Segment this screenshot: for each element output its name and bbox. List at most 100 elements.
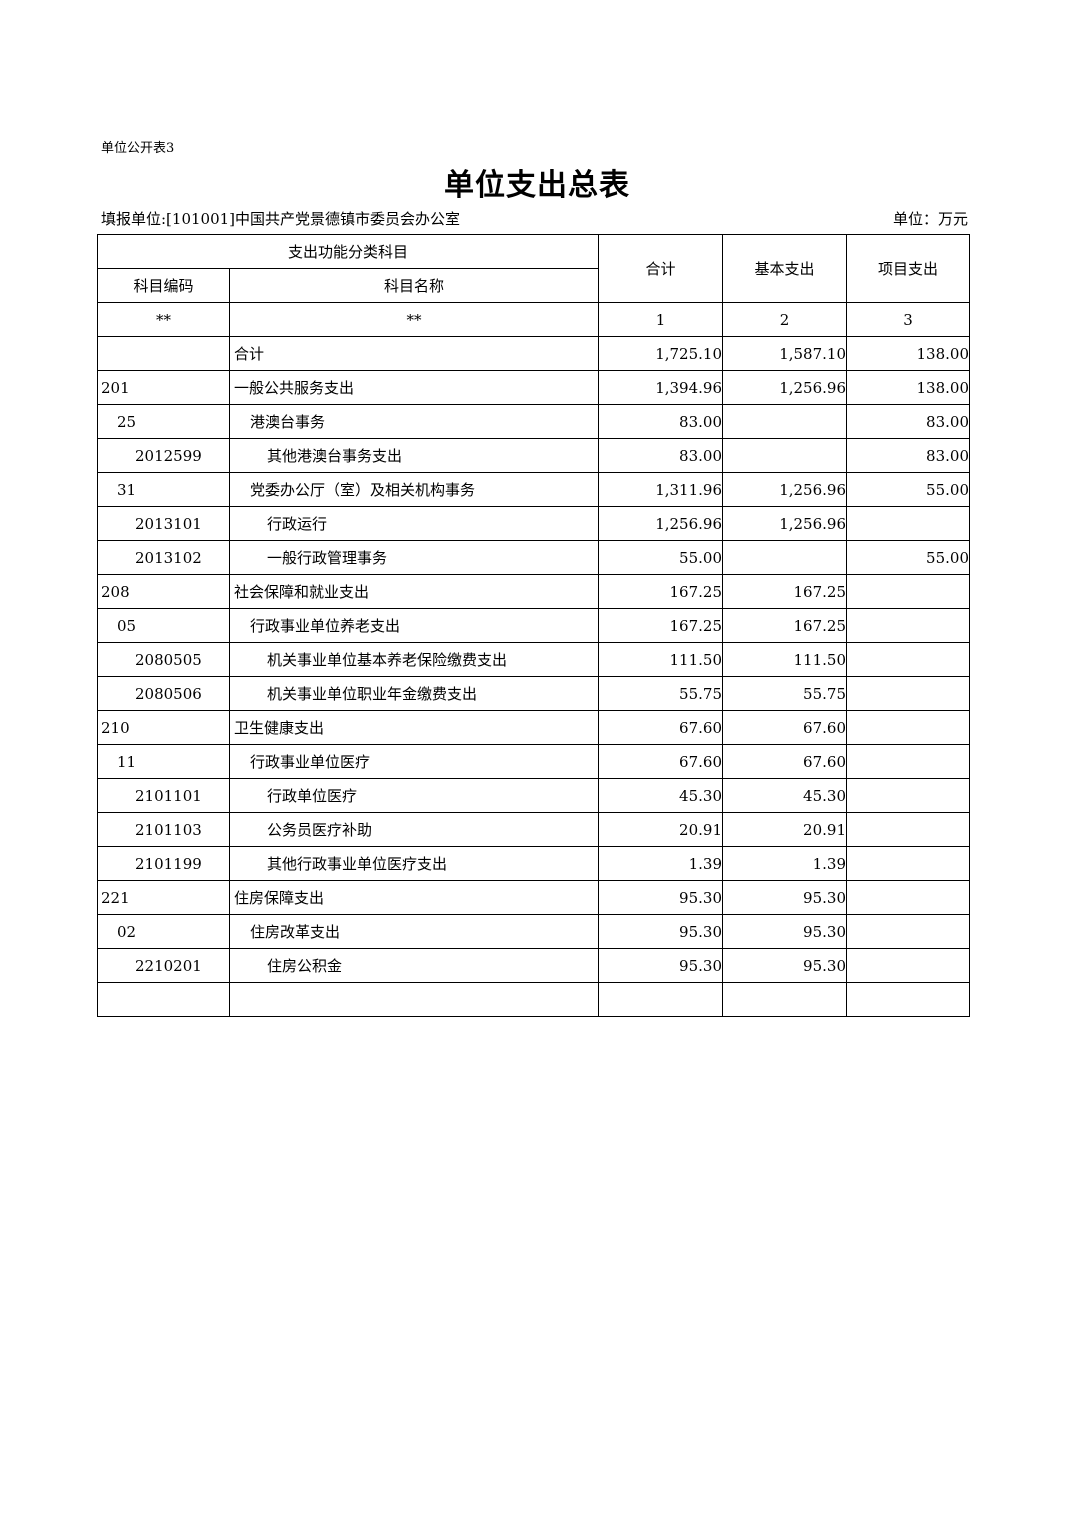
basic-cell (722, 982, 847, 1017)
name-cell: 港澳台事务 (229, 404, 599, 439)
basic-cell (722, 540, 847, 575)
code-cell: 2101101 (97, 778, 230, 813)
name-cell: 社会保障和就业支出 (229, 574, 599, 609)
name-cell: 行政运行 (229, 506, 599, 541)
total-cell: 67.60 (598, 710, 723, 745)
project-cell (846, 846, 970, 881)
project-cell: 83.00 (846, 404, 970, 439)
total-cell: 167.25 (598, 574, 723, 609)
basic-cell: 167.25 (722, 608, 847, 643)
total-cell (598, 982, 723, 1017)
total-cell: 1,394.96 (598, 370, 723, 405)
project-cell (846, 608, 970, 643)
table-row: 221 住房保障支出 95.30 95.30 (97, 880, 970, 915)
code-cell (97, 336, 230, 371)
header-basic: 基本支出 (722, 234, 847, 303)
basic-cell: 1,256.96 (722, 370, 847, 405)
code-cell (97, 982, 230, 1017)
name-cell: 其他港澳台事务支出 (229, 438, 599, 473)
name-cell: 党委办公厅（室）及相关机构事务 (229, 472, 599, 507)
header-row: 支出功能分类科目 合计 基本支出 项目支出 (97, 234, 970, 303)
basic-cell: 1,256.96 (722, 472, 847, 507)
index-cell: 2 (722, 302, 847, 337)
total-cell: 167.25 (598, 608, 723, 643)
name-cell: 公务员医疗补助 (229, 812, 599, 847)
total-cell: 83.00 (598, 404, 723, 439)
header-row: 科目编码 科目名称 (97, 268, 970, 303)
basic-cell: 95.30 (722, 948, 847, 983)
total-cell: 111.50 (598, 642, 723, 677)
basic-cell: 1,587.10 (722, 336, 847, 371)
code-cell: 05 (97, 608, 230, 643)
filling-unit: 填报单位:[101001]中国共产党景德镇市委员会办公室 (101, 210, 461, 228)
project-cell (846, 982, 970, 1017)
project-cell (846, 778, 970, 813)
basic-cell (722, 404, 847, 439)
total-cell: 1,725.10 (598, 336, 723, 371)
total-cell: 67.60 (598, 744, 723, 779)
name-cell: 机关事业单位基本养老保险缴费支出 (229, 642, 599, 677)
basic-cell: 1,256.96 (722, 506, 847, 541)
basic-cell: 111.50 (722, 642, 847, 677)
name-cell: 住房公积金 (229, 948, 599, 983)
name-cell: 机关事业单位职业年金缴费支出 (229, 676, 599, 711)
basic-cell: 1.39 (722, 846, 847, 881)
code-cell: 2013102 (97, 540, 230, 575)
total-cell: 20.91 (598, 812, 723, 847)
table-row: 11 行政事业单位医疗 67.60 67.60 (97, 744, 970, 779)
project-cell: 55.00 (846, 472, 970, 507)
name-cell: 其他行政事业单位医疗支出 (229, 846, 599, 881)
code-cell: 2013101 (97, 506, 230, 541)
total-cell: 95.30 (598, 914, 723, 949)
basic-cell: 20.91 (722, 812, 847, 847)
project-cell: 83.00 (846, 438, 970, 473)
name-cell: 行政事业单位养老支出 (229, 608, 599, 643)
table-row: 2101103 公务员医疗补助 20.91 20.91 (97, 812, 970, 847)
table-row: 2013101 行政运行 1,256.96 1,256.96 (97, 506, 970, 541)
header-total: 合计 (598, 234, 723, 303)
table-row: 2101101 行政单位医疗 45.30 45.30 (97, 778, 970, 813)
code-cell: 2012599 (97, 438, 230, 473)
code-cell: 2080506 (97, 676, 230, 711)
header-code: 科目编码 (97, 268, 230, 303)
basic-cell: 167.25 (722, 574, 847, 609)
code-cell: 2101199 (97, 846, 230, 881)
table-row: 25 港澳台事务 83.00 83.00 (97, 404, 970, 439)
code-cell: 208 (97, 574, 230, 609)
name-cell: 一般公共服务支出 (229, 370, 599, 405)
table-row: 2080506 机关事业单位职业年金缴费支出 55.75 55.75 (97, 676, 970, 711)
basic-cell (722, 438, 847, 473)
code-cell: 31 (97, 472, 230, 507)
table-row: 2210201 住房公积金 95.30 95.30 (97, 948, 970, 983)
basic-cell: 45.30 (722, 778, 847, 813)
project-cell (846, 948, 970, 983)
table-row: 2012599 其他港澳台事务支出 83.00 83.00 (97, 438, 970, 473)
form-number: 单位公开表3 (101, 141, 175, 156)
project-cell: 138.00 (846, 370, 970, 405)
project-cell (846, 914, 970, 949)
project-cell (846, 744, 970, 779)
table-row: 02 住房改革支出 95.30 95.30 (97, 914, 970, 949)
project-cell (846, 574, 970, 609)
name-cell: 卫生健康支出 (229, 710, 599, 745)
project-cell (846, 710, 970, 745)
project-cell: 138.00 (846, 336, 970, 371)
project-cell (846, 506, 970, 541)
basic-cell: 55.75 (722, 676, 847, 711)
name-cell: 行政事业单位医疗 (229, 744, 599, 779)
index-cell: 3 (846, 302, 970, 337)
table-row: 208 社会保障和就业支出 167.25 167.25 (97, 574, 970, 609)
code-cell: 02 (97, 914, 230, 949)
project-cell (846, 642, 970, 677)
header-name: 科目名称 (229, 268, 599, 303)
basic-cell: 67.60 (722, 744, 847, 779)
project-cell (846, 812, 970, 847)
code-cell: 2080505 (97, 642, 230, 677)
project-cell (846, 880, 970, 915)
total-cell: 95.30 (598, 880, 723, 915)
code-cell: 201 (97, 370, 230, 405)
total-cell: 55.75 (598, 676, 723, 711)
index-cell: ** (229, 302, 599, 337)
name-cell: 住房保障支出 (229, 880, 599, 915)
table-row: 2080505 机关事业单位基本养老保险缴费支出 111.50 111.50 (97, 642, 970, 677)
